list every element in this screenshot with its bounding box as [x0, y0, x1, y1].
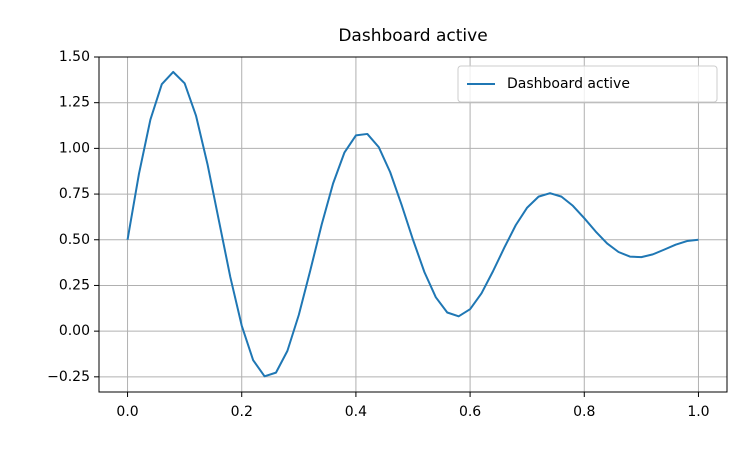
y-tick-label: 0.75	[59, 186, 90, 202]
chart-title: Dashboard active	[338, 26, 487, 46]
y-tick-label: −0.25	[47, 369, 90, 385]
plot-frame	[98, 56, 728, 393]
y-tick-label: 0.50	[59, 232, 90, 248]
x-tick-label: 0.6	[459, 404, 481, 420]
y-tick-label: 0.25	[59, 277, 90, 293]
y-tick-label: 1.25	[59, 95, 90, 111]
x-tick-label: 0.2	[231, 404, 253, 420]
x-tick-label: 0.0	[116, 404, 138, 420]
x-tick-label: 0.4	[345, 404, 367, 420]
y-tick-label: 1.00	[59, 140, 90, 156]
x-tick-label: 1.0	[687, 404, 709, 420]
y-tick-label: 0.00	[59, 323, 90, 339]
legend-label: Dashboard active	[507, 76, 630, 92]
y-tick-label: 1.50	[59, 49, 90, 65]
legend-box	[457, 65, 718, 103]
x-tick-label: 0.8	[573, 404, 595, 420]
line-series	[126, 70, 699, 378]
